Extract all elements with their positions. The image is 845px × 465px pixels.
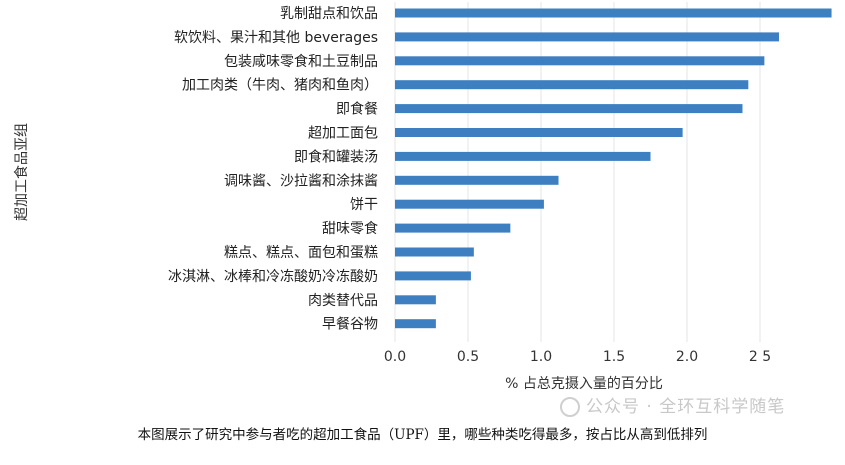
x-axis-title: % 占总克摄入量的百分比 bbox=[505, 376, 663, 392]
bar bbox=[395, 151, 651, 161]
bar bbox=[395, 247, 474, 257]
figure-caption: 本图展示了研究中参与者吃的超加工食品（UPF）里，哪些种类吃得最多，按占比从高到… bbox=[137, 427, 708, 443]
watermark-text: 公众号 · 全环互科学随笔 bbox=[586, 397, 786, 417]
x-tick-label: 0.5 bbox=[457, 349, 479, 365]
x-tick-label: 2 5 bbox=[749, 349, 771, 365]
category-label: 即食和罐装汤 bbox=[294, 148, 378, 165]
wechat-icon bbox=[560, 397, 580, 417]
bar bbox=[395, 295, 436, 305]
category-label: 早餐谷物 bbox=[322, 317, 378, 333]
x-tick-label: 1.5 bbox=[603, 349, 625, 365]
bar bbox=[395, 223, 511, 233]
category-label: 加工肉类（牛肉、猪肉和鱼肉） bbox=[182, 77, 378, 94]
bar bbox=[395, 199, 544, 209]
bar bbox=[395, 104, 743, 114]
category-label: 肉类替代品 bbox=[308, 293, 378, 309]
bar bbox=[395, 80, 749, 90]
bar bbox=[395, 128, 683, 137]
watermark: 公众号 · 全环互科学随笔 bbox=[560, 392, 785, 417]
category-label: 即食餐 bbox=[336, 101, 378, 118]
category-label: 甜味零食 bbox=[322, 220, 378, 237]
category-label: 冰淇淋、冰棒和冷冻酸奶冷冻酸奶 bbox=[168, 268, 378, 285]
y-axis-title: 超加工食品亚组 bbox=[13, 123, 30, 221]
bar bbox=[395, 175, 559, 185]
bar bbox=[395, 271, 471, 281]
category-label: 调味酱、沙拉酱和涂抹酱 bbox=[224, 173, 378, 189]
category-label: 饼干 bbox=[350, 197, 378, 213]
category-label: 包装咸味零食和土豆制品 bbox=[224, 53, 378, 70]
category-label: 超加工面包 bbox=[308, 126, 378, 142]
bars bbox=[395, 8, 832, 329]
category-label: 糕点、糕点、面包和蛋糕 bbox=[224, 245, 378, 261]
category-label: 软饮料、果汁和其他 beverages bbox=[174, 30, 378, 46]
category-label: 乳制甜点和饮品 bbox=[280, 6, 378, 22]
bar bbox=[395, 56, 765, 66]
grid-lines bbox=[394, 2, 761, 342]
bar bbox=[395, 8, 832, 18]
x-tick-label: 0.0 bbox=[384, 349, 406, 365]
x-tick-label: 1.0 bbox=[530, 349, 552, 365]
x-tick-labels: 0.0 0.5 1.0 1.5 2.0 2 5 bbox=[384, 349, 771, 365]
x-tick-label: 2.0 bbox=[676, 349, 698, 365]
bar bbox=[395, 319, 436, 329]
bar bbox=[395, 32, 779, 42]
